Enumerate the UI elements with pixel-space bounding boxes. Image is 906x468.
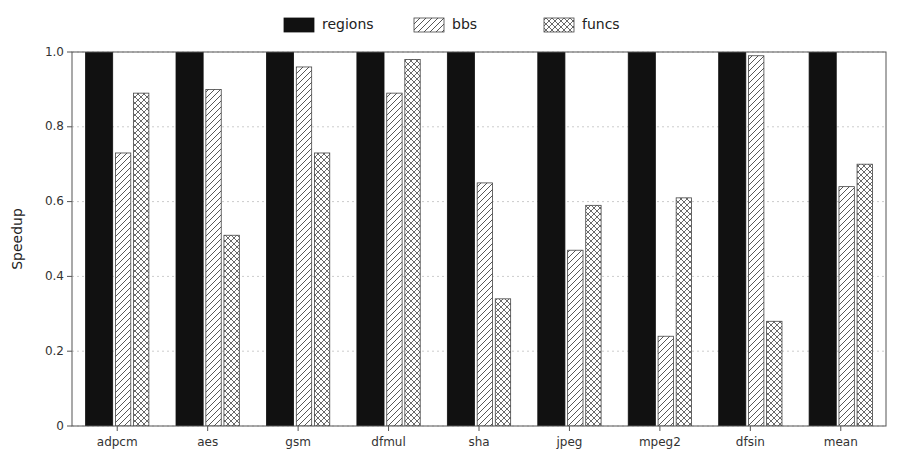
y-tick-label: 1.0 — [45, 45, 64, 59]
bar — [839, 187, 854, 426]
bar — [477, 183, 492, 426]
x-tick — [659, 426, 660, 431]
bar-base — [405, 59, 420, 426]
y-tick-label: 0.8 — [45, 119, 64, 133]
y-tick — [67, 426, 72, 427]
bar — [676, 198, 691, 426]
bar-base — [749, 56, 764, 426]
bar — [719, 52, 746, 426]
bar-base — [134, 93, 149, 426]
bar — [767, 321, 782, 426]
x-tick-label: jpeg — [555, 435, 582, 449]
legend-label: funcs — [582, 16, 620, 32]
bar — [357, 52, 384, 426]
y-tick — [67, 201, 72, 202]
x-tick-label: adpcm — [97, 435, 138, 449]
legend-label: bbs — [452, 16, 477, 32]
bar-base — [296, 67, 311, 426]
bar-base — [568, 250, 583, 426]
y-tick — [67, 126, 72, 127]
bar — [134, 93, 149, 426]
bar — [809, 52, 836, 426]
bar — [387, 93, 402, 426]
bar — [115, 153, 130, 426]
x-tick-label: sha — [468, 435, 489, 449]
bar — [568, 250, 583, 426]
x-tick — [388, 426, 389, 431]
legend-label: regions — [322, 16, 374, 32]
bar-base — [206, 89, 221, 426]
legend-swatch — [544, 18, 574, 32]
y-tick-label: 0.4 — [45, 269, 64, 283]
bar-base — [387, 93, 402, 426]
x-tick — [207, 426, 208, 431]
y-tick — [67, 276, 72, 277]
bar — [628, 52, 655, 426]
bar — [314, 153, 329, 426]
x-tick-label: gsm — [285, 435, 311, 449]
bar-base — [115, 153, 130, 426]
bars — [86, 52, 873, 426]
y-tick — [67, 52, 72, 53]
x-tick — [298, 426, 299, 431]
legend-swatch-base — [544, 18, 574, 32]
x-tick — [479, 426, 480, 431]
bar — [86, 52, 113, 426]
bar — [296, 67, 311, 426]
x-tick-label: mean — [824, 435, 858, 449]
bar-base — [767, 321, 782, 426]
bar-base — [658, 336, 673, 426]
bar-base — [676, 198, 691, 426]
x-tick-label: dfsin — [736, 435, 765, 449]
x-tick-label: dfmul — [371, 435, 405, 449]
chart: 0 0.2 0.4 0.6 0.8 1.0 adpcm aes gsm dfmul sha jpeg m… — [0, 0, 906, 468]
x-tick — [117, 426, 118, 431]
plot: 0 0.2 0.4 0.6 0.8 1.0 adpcm aes gsm dfmul sha jpeg m… — [9, 45, 886, 450]
bar-base — [477, 183, 492, 426]
x-tick — [750, 426, 751, 431]
x-tick — [840, 426, 841, 431]
y-axis-label: Speedup — [9, 208, 25, 270]
bar-base — [224, 235, 239, 426]
bar — [857, 164, 872, 426]
bar — [586, 205, 601, 426]
bar — [658, 336, 673, 426]
bar — [266, 52, 293, 426]
bar-base — [314, 153, 329, 426]
bar — [224, 235, 239, 426]
bar-base — [839, 187, 854, 426]
y-tick-label: 0.2 — [45, 344, 64, 358]
bar-base — [495, 299, 510, 426]
y-tick-label: 0.6 — [45, 194, 64, 208]
bar — [176, 52, 203, 426]
y-tick — [67, 351, 72, 352]
bar — [405, 59, 420, 426]
bar-base — [857, 164, 872, 426]
bar — [495, 299, 510, 426]
legend-swatch — [284, 18, 314, 32]
frame — [72, 52, 886, 426]
bar — [206, 89, 221, 426]
bar — [538, 52, 565, 426]
bar-base — [586, 205, 601, 426]
x-tick-label: aes — [197, 435, 218, 449]
x-tick-label: mpeg2 — [639, 435, 681, 449]
legend-swatch-base — [414, 18, 444, 32]
bar — [447, 52, 474, 426]
legend-swatch — [414, 18, 444, 32]
x-tick — [569, 426, 570, 431]
legend: regions bbs funcs — [284, 16, 620, 32]
bar — [749, 56, 764, 426]
y-tick-label: 0 — [56, 419, 64, 433]
